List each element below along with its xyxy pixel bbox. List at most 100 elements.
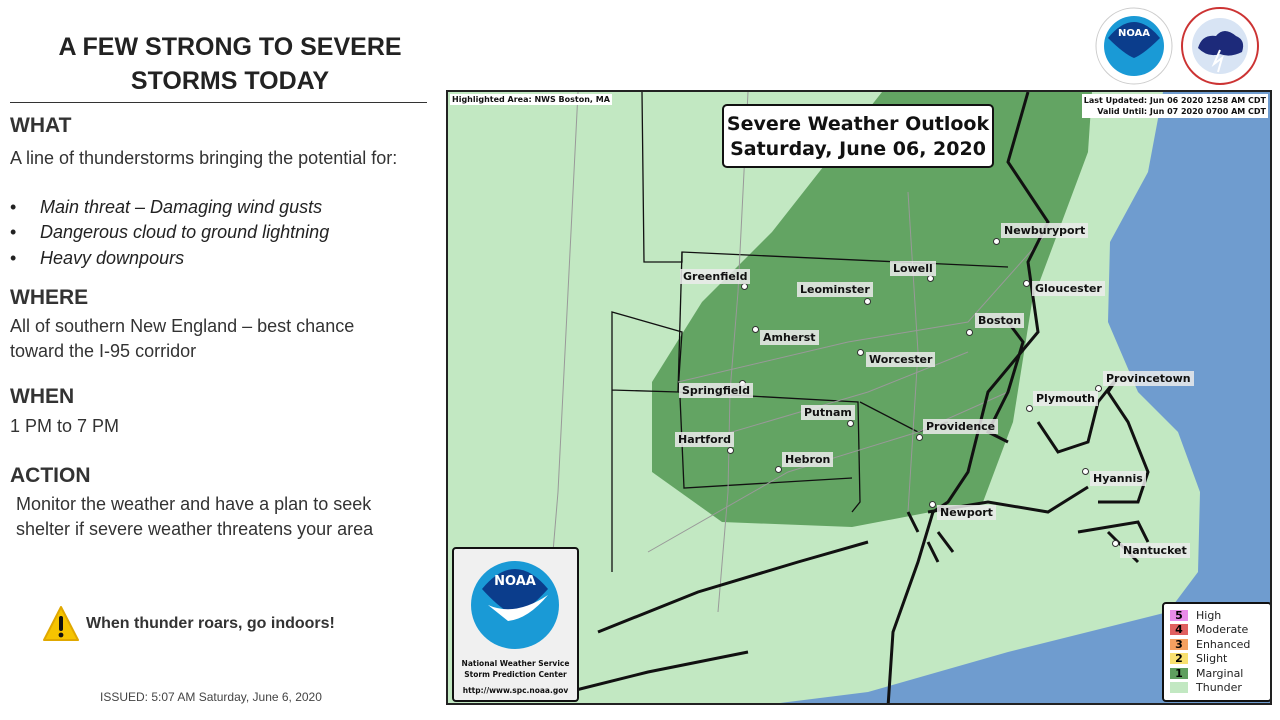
where-text: All of southern New England – best chanc… (10, 316, 355, 361)
what-heading: WHAT (10, 114, 72, 137)
city-marker (727, 447, 734, 454)
what-text: A line of thunderstorms bringing the pot… (10, 148, 398, 168)
legend-label: High (1196, 608, 1222, 622)
city-label: Springfield (679, 383, 753, 398)
highlighted-area-label: Highlighted Area: NWS Boston, MA (450, 94, 612, 105)
left-panel: A FEW STRONG TO SEVERE STORMS TODAY WHAT … (0, 0, 440, 720)
action-text: Monitor the weather and have a plan to s… (16, 494, 374, 539)
city-marker (1095, 385, 1102, 392)
city-label: Provincetown (1103, 371, 1194, 386)
bullet-1: • Main threat – Damaging wind gusts (10, 197, 322, 218)
issued-time: ISSUED: 5:07 AM Saturday, June 6, 2020 (100, 690, 322, 704)
bullet-2: • Dangerous cloud to ground lightning (10, 222, 329, 243)
city-marker (927, 275, 934, 282)
city-marker (1082, 468, 1089, 475)
legend-swatch: 1 (1170, 667, 1188, 679)
city-label: Lowell (890, 261, 936, 276)
outlook-title-line1: Severe Weather Outlook (726, 113, 990, 135)
spc-logo-box: NOAA National Weather Service Storm Pred… (452, 547, 579, 702)
ocean-area (780, 92, 1270, 703)
outlook-title-line2: Saturday, June 06, 2020 (730, 138, 986, 160)
city-marker (1023, 280, 1030, 287)
outlook-title: Severe Weather Outlook Saturday, June 06,… (722, 104, 994, 168)
city-marker (752, 326, 759, 333)
spc-line1: National Weather Service (461, 659, 570, 668)
outlook-map: Highlighted Area: NWS Boston, MA Last Up… (446, 90, 1272, 705)
bullet-symbol: • (10, 248, 17, 268)
update-info: Last Updated: Jun 06 2020 1258 AM CDT Val… (1081, 94, 1268, 118)
legend-item: 4 Moderate (1170, 623, 1264, 638)
action-heading: ACTION (10, 464, 91, 487)
valid-until: Valid Until: Jun 07 2020 0700 AM CDT (1097, 107, 1266, 116)
city-label: Newport (937, 505, 996, 520)
city-label: Gloucester (1032, 281, 1105, 296)
city-label: Hyannis (1090, 471, 1146, 486)
city-marker (741, 283, 748, 290)
legend-label: Moderate (1196, 623, 1249, 637)
city-marker (864, 298, 871, 305)
city-marker (857, 349, 864, 356)
city-marker (1026, 405, 1033, 412)
headline: A FEW STRONG TO SEVERE STORMS TODAY (20, 30, 440, 98)
city-marker (929, 501, 936, 508)
legend-label: Enhanced (1196, 637, 1251, 651)
city-marker (847, 420, 854, 427)
bullet-3: • Heavy downpours (10, 248, 184, 269)
city-marker (993, 238, 1000, 245)
city-label: Amherst (760, 330, 819, 345)
legend-swatch: 3 (1170, 638, 1188, 650)
city-label: Leominster (797, 282, 873, 297)
city-marker (916, 434, 923, 441)
city-marker (1112, 540, 1119, 547)
spc-line2: Storm Prediction Center (464, 670, 567, 679)
city-label: Worcester (866, 352, 936, 367)
city-label: Putnam (801, 405, 855, 420)
legend-swatch: 2 (1170, 653, 1188, 665)
city-label: Plymouth (1033, 391, 1098, 406)
city-label: Newburyport (1001, 223, 1089, 238)
headline-line1: A FEW STRONG TO SEVERE (58, 33, 402, 61)
legend-item: 2 Slight (1170, 652, 1264, 667)
city-label: Hebron (782, 452, 834, 467)
legend-item: 1 Marginal (1170, 666, 1264, 681)
spc-noaa-logo: NOAA (471, 561, 559, 649)
city-label: Hartford (675, 432, 734, 447)
legend-label: Slight (1196, 652, 1228, 666)
legend-label: Thunder (1196, 681, 1242, 695)
headline-line2: STORMS TODAY (130, 67, 330, 95)
bullet-text: Main threat – Damaging wind gusts (40, 197, 323, 217)
last-updated: Last Updated: Jun 06 2020 1258 AM CDT (1083, 96, 1266, 105)
agency-logos: NOAA (1094, 6, 1260, 86)
map-graphic (547, 92, 1270, 703)
when-heading: WHEN (10, 385, 75, 408)
where-heading: WHERE (10, 286, 89, 309)
city-marker (775, 466, 782, 473)
city-marker (966, 329, 973, 336)
legend-swatch: 5 (1170, 609, 1188, 621)
city-label: Nantucket (1120, 543, 1190, 558)
spc-logo-text: NOAA (494, 574, 536, 589)
legend-item: Thunder (1170, 681, 1264, 696)
bullet-symbol: • (10, 222, 17, 242)
legend-item: 5 High (1170, 608, 1264, 623)
noaa-logo-text: NOAA (1118, 28, 1150, 39)
risk-legend: 5 High 4 Moderate 3 Enhanced 2 Slight 1 Marginal T… (1162, 602, 1270, 702)
legend-label: Marginal (1196, 666, 1244, 680)
divider (10, 102, 427, 103)
warning-text: When thunder roars, go indoors! (86, 615, 335, 632)
warning-icon (43, 606, 79, 641)
warning-callout: When thunder roars, go indoors! (42, 605, 335, 643)
bullet-text: Heavy downpours (40, 248, 185, 268)
legend-swatch: 4 (1170, 624, 1188, 636)
spc-url[interactable]: http://www.spc.noaa.gov (462, 686, 569, 695)
legend-item: 3 Enhanced (1170, 637, 1264, 652)
city-label: Greenfield (680, 269, 751, 284)
city-label: Providence (923, 419, 999, 434)
city-label: Boston (975, 313, 1025, 328)
when-text: 1 PM to 7 PM (10, 416, 120, 436)
legend-swatch (1170, 682, 1188, 694)
bullet-symbol: • (10, 197, 17, 217)
nws-logo (1181, 7, 1259, 85)
bullet-text: Dangerous cloud to ground lightning (40, 222, 330, 242)
noaa-logo: NOAA (1095, 7, 1173, 85)
